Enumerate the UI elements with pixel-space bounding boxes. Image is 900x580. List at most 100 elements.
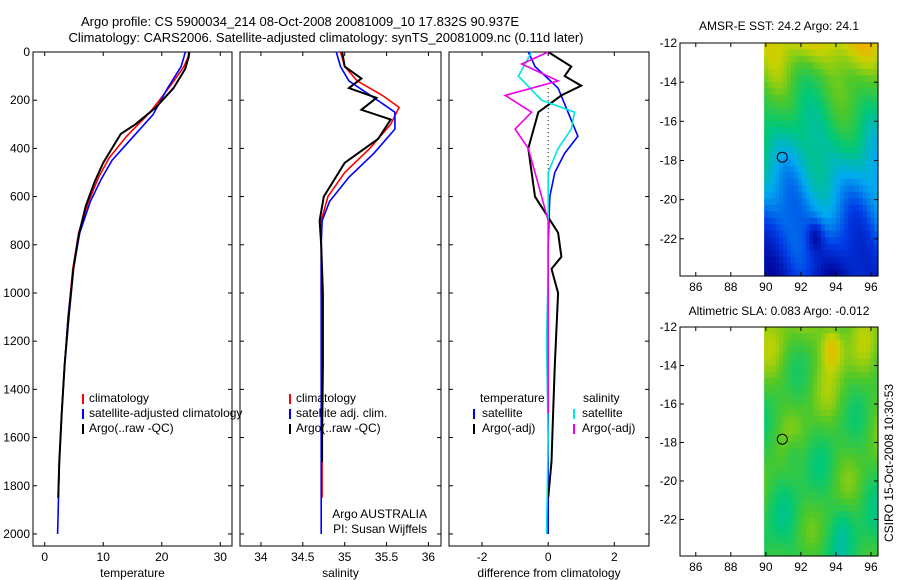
heatmap-cell — [828, 224, 834, 232]
heatmap-cell — [771, 140, 777, 148]
heatmap-cell — [855, 68, 860, 76]
heatmap-cell — [855, 403, 860, 411]
heatmap-cell — [843, 120, 849, 128]
heatmap-cell — [870, 365, 875, 373]
heatmap-cell — [786, 435, 792, 443]
heatmap-cell — [786, 101, 792, 109]
heatmap-cell — [824, 269, 830, 277]
heatmap-cell — [847, 185, 853, 193]
heatmap-cell — [779, 204, 784, 212]
heatmap-cell — [874, 107, 879, 115]
heatmap-cell — [771, 250, 777, 258]
heatmap-cell — [821, 365, 826, 373]
heatmap-cell — [798, 88, 803, 96]
heatmap-cell — [771, 352, 777, 360]
heatmap-cell — [775, 365, 780, 373]
heatmap-cell — [862, 230, 868, 238]
heatmap-cell — [813, 390, 818, 398]
heatmap-cell — [783, 371, 788, 379]
heatmap-cell — [764, 204, 769, 212]
heatmap-cell — [798, 191, 803, 199]
heatmap-cell — [790, 549, 796, 557]
heatmap-cell — [851, 49, 856, 57]
heatmap-cell — [851, 435, 856, 443]
heatmap-cell — [840, 237, 845, 245]
heatmap-cell — [866, 81, 872, 89]
heatmap-cell — [821, 243, 826, 251]
heatmap-cell — [783, 250, 788, 258]
heatmap-cell — [786, 403, 792, 411]
heatmap-cell — [855, 486, 860, 493]
heatmap-cell — [840, 466, 845, 474]
heatmap-cell — [866, 243, 872, 251]
heatmap-cell — [832, 133, 837, 141]
heatmap-cell — [843, 428, 849, 436]
heatmap-cell — [851, 428, 856, 436]
heatmap-cell — [802, 441, 807, 449]
heatmap-cell — [794, 107, 799, 115]
heatmap-cell — [874, 133, 879, 141]
heatmap-cell — [821, 256, 826, 264]
heatmap-cell — [847, 165, 853, 174]
heatmap-cell — [817, 153, 822, 161]
heatmap-cell — [783, 146, 788, 154]
heatmap-cell — [771, 384, 777, 392]
heatmap-cell — [821, 371, 826, 379]
heatmap-cell — [821, 153, 826, 161]
heatmap-cell — [805, 178, 811, 186]
y-tick-label: -22 — [660, 232, 678, 246]
heatmap-cell — [817, 327, 822, 334]
heatmap-cell — [832, 473, 837, 481]
heatmap-cell — [862, 256, 868, 264]
heatmap-cell — [847, 243, 853, 251]
heatmap-cell — [813, 140, 818, 148]
heatmap-cell — [824, 43, 830, 51]
heatmap-cell — [874, 256, 879, 264]
heatmap-cell — [874, 250, 879, 258]
heatmap-cell — [775, 178, 780, 186]
heatmap-cell — [862, 153, 868, 161]
heatmap-cell — [767, 49, 773, 57]
profile-panel-salinity: 34 34.5 35 35.5 36salinityclimatologysatelli… — [239, 51, 442, 580]
heatmap-cell — [779, 165, 784, 174]
heatmap-cell — [767, 441, 773, 449]
heatmap-cell — [775, 409, 780, 417]
heatmap-cell — [805, 447, 811, 455]
heatmap-cell — [767, 107, 773, 115]
heatmap-cell — [764, 165, 769, 174]
heatmap-cell — [764, 250, 769, 258]
heatmap-cell — [771, 365, 777, 373]
heatmap-cell — [790, 498, 796, 506]
heatmap-cell — [805, 536, 811, 544]
heatmap-cell — [775, 339, 780, 347]
heatmap-cell — [840, 224, 845, 232]
heatmap-cell — [802, 346, 807, 354]
heatmap-cell — [824, 101, 830, 109]
heatmap-cell — [874, 441, 879, 449]
heatmap-cell — [783, 165, 788, 174]
heatmap-cell — [832, 263, 837, 271]
heatmap-cell — [805, 428, 811, 436]
heatmap-cell — [779, 517, 784, 525]
heatmap-cell — [855, 530, 860, 538]
heatmap-cell — [821, 101, 826, 109]
heatmap-cell — [771, 416, 777, 424]
heatmap-cell — [764, 237, 769, 245]
heatmap-cell — [851, 159, 856, 167]
heatmap-cell — [855, 333, 860, 341]
heatmap-cell — [870, 217, 875, 225]
heatmap-cell — [805, 498, 811, 506]
heatmap-cell — [836, 75, 841, 83]
heatmap-cell — [764, 441, 769, 449]
heatmap-cell — [836, 101, 841, 109]
heatmap-cell — [805, 146, 811, 154]
heatmap-cell — [794, 256, 799, 264]
heatmap-cell — [840, 94, 845, 102]
heatmap-cell — [821, 377, 826, 385]
heatmap-cell — [779, 492, 784, 500]
heatmap-cell — [859, 263, 864, 271]
heatmap-cell — [862, 524, 868, 532]
heatmap-cell — [870, 327, 875, 334]
heatmap-cell — [794, 153, 799, 161]
